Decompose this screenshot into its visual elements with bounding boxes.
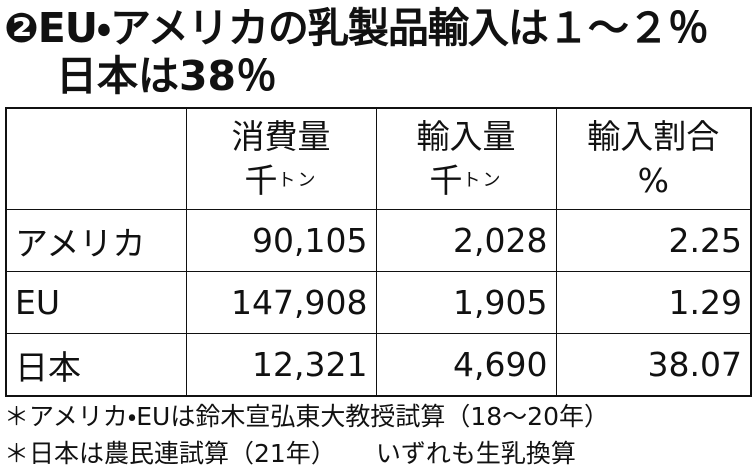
subtitle: 日本は38％ — [56, 52, 278, 100]
column-label: 輸入量 — [416, 117, 516, 156]
row-header: 日本 — [5, 333, 187, 397]
note-text: いずれも生乳換算 — [375, 439, 576, 468]
notes: ＊アメリカ・EUは鈴木宣弘東大教授試算（18～20年） ＊日本は農民連試算（21… — [4, 398, 609, 472]
note: ＊日本は農民連試算（21年） いずれも生乳換算 — [4, 435, 609, 472]
header-row: 消費量 千トン 輸入量 千トン 輸入割合% — [5, 107, 752, 210]
table-row: 日本 12,321 4,690 38.07 — [5, 333, 752, 397]
table-row: EU 147,908 1,905 1.29 — [5, 271, 752, 334]
column-unit-small: トン — [277, 170, 318, 191]
cell: 1,905 — [375, 271, 557, 334]
corner-cell — [5, 107, 187, 210]
note-text: ＊日本は農民連試算（21年） — [4, 439, 336, 468]
cell: 2,028 — [375, 209, 557, 272]
column-unit-small: トン — [462, 170, 503, 191]
column-header: 輸入割合% — [555, 107, 752, 210]
column-label: 消費量 — [231, 117, 331, 156]
cell: 2.25 — [555, 209, 752, 272]
cell: 90,105 — [185, 209, 377, 272]
table-row: アメリカ 90,105 2,028 2.25 — [5, 209, 752, 272]
row-header: EU — [5, 271, 187, 334]
note: ＊アメリカ・EUは鈴木宣弘東大教授試算（18～20年） — [4, 402, 609, 431]
cell: 12,321 — [185, 333, 377, 397]
cell: 147,908 — [185, 271, 377, 334]
column-unit: 千 — [244, 161, 278, 200]
column-unit: % — [637, 161, 669, 200]
column-header: 消費量千トン — [185, 107, 377, 210]
table-body: アメリカ 90,105 2,028 2.25 EU 147,908 1,905 1.29 日本 1… — [5, 209, 752, 397]
cell: 4,690 — [375, 333, 557, 397]
column-header: 輸入量千トン — [375, 107, 557, 210]
column-label: 輸入割合 — [587, 117, 720, 156]
title: ❷EU・アメリカの乳製品輸入は１～２％ — [4, 4, 709, 52]
column-unit: 千 — [429, 161, 463, 200]
cell: 38.07 — [555, 333, 752, 397]
row-header: アメリカ — [5, 209, 187, 272]
data-table: 消費量 千トン 輸入量 千トン 輸入割合% アメリカ 90,105 2,028 2.25 EU 1… — [5, 107, 752, 397]
cell: 1.29 — [555, 271, 752, 334]
